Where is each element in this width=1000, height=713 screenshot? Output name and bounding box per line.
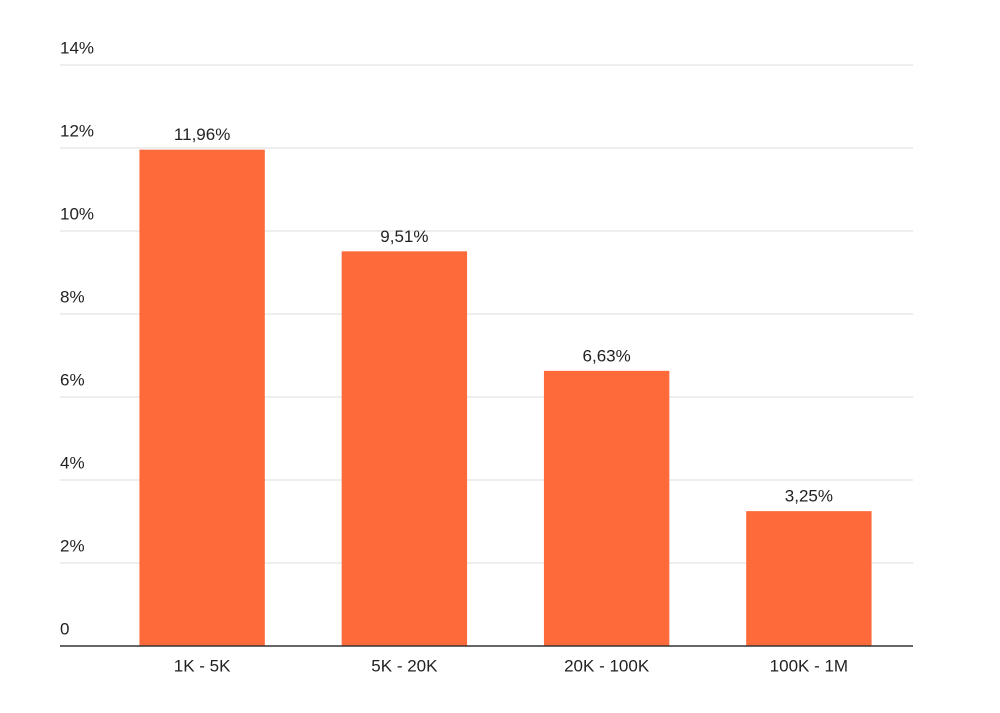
- x-tick-label: 100K - 1M: [770, 656, 848, 675]
- value-label: 11,96%: [174, 125, 230, 144]
- y-tick-label: 0: [60, 619, 69, 638]
- bar: [139, 149, 265, 646]
- x-tick-label: 5K - 20K: [371, 656, 438, 675]
- bar: [341, 251, 468, 646]
- bar: [746, 511, 872, 646]
- y-tick-label: 14%: [60, 38, 94, 57]
- value-label: 9,51%: [380, 227, 428, 246]
- x-tick-label: 1K - 5K: [174, 656, 231, 675]
- y-tick-label: 2%: [60, 536, 85, 555]
- y-tick-label: 6%: [60, 370, 85, 389]
- y-tick-label: 10%: [60, 204, 94, 223]
- bar: [543, 370, 670, 646]
- value-label: 6,63%: [583, 346, 631, 365]
- x-tick-label: 20K - 100K: [564, 656, 650, 675]
- y-tick-label: 4%: [60, 453, 85, 472]
- value-label: 3,25%: [785, 487, 833, 506]
- y-tick-label: 8%: [60, 287, 85, 306]
- y-tick-label: 12%: [60, 121, 94, 140]
